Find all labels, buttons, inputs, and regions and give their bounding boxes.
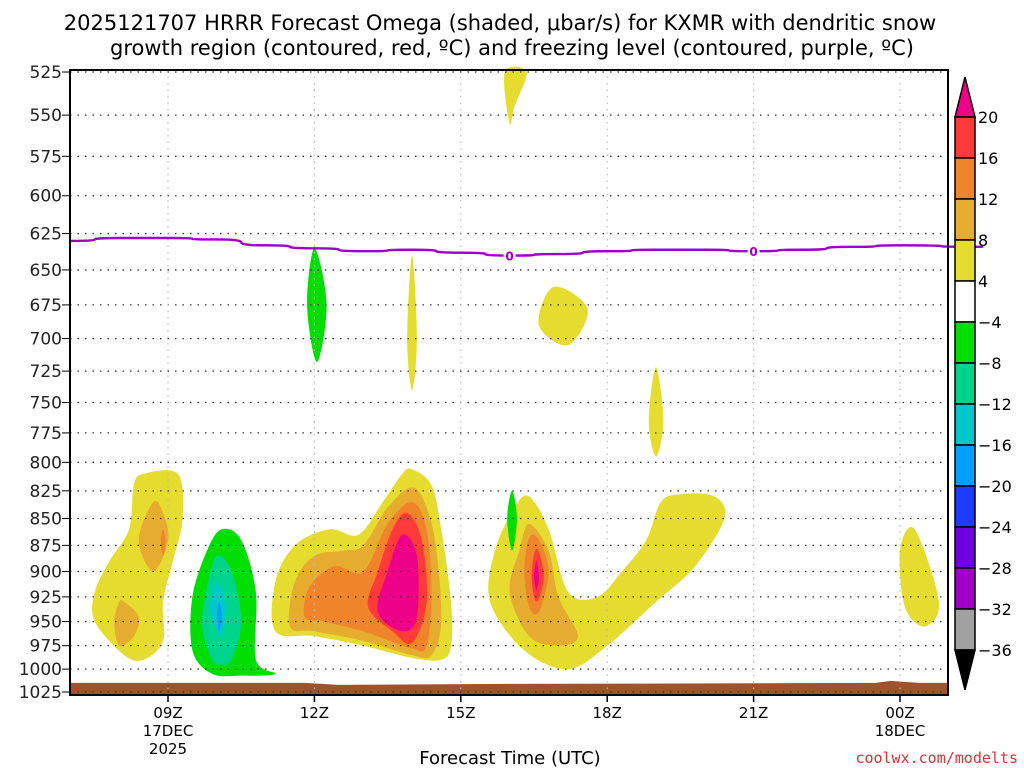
y-tick-label: 825 — [30, 482, 62, 502]
y-tick-label: 725 — [30, 362, 62, 382]
colorbar-label: 12 — [978, 190, 998, 209]
y-tick-label: 650 — [30, 261, 62, 281]
colorbar-swatch — [954, 444, 976, 487]
omega-region-neg4 — [507, 490, 517, 551]
omega-region-neg4 — [307, 248, 327, 363]
colorbar-label: −16 — [978, 436, 1012, 455]
ground-fill — [70, 680, 948, 695]
colorbar-swatch — [954, 526, 976, 569]
x-tick-label: 15Z — [446, 704, 475, 722]
omega-region-4 — [503, 66, 527, 125]
x-tick-label: 00Z — [885, 704, 914, 722]
chart-title-line-2: growth region (contoured, red, ºC) and f… — [110, 36, 914, 60]
colorbar-label: −8 — [978, 354, 1002, 373]
omega-shading — [91, 66, 940, 677]
x-tick-label: 2025 — [149, 740, 187, 758]
colorbar-swatch — [954, 403, 976, 446]
y-tick-label: 925 — [30, 588, 62, 608]
x-tick-label: 18DEC — [875, 722, 926, 740]
y-tick-label: 525 — [30, 63, 62, 83]
colorbar-swatch — [954, 239, 976, 282]
x-tick-label: 17DEC — [143, 722, 194, 740]
colorbar-label: −12 — [978, 395, 1012, 414]
grid-lines — [70, 70, 948, 695]
omega-region-8 — [114, 599, 140, 647]
omega-region-12 — [160, 529, 166, 556]
colorbar-label: −20 — [978, 477, 1012, 496]
omega-region-20 — [377, 534, 419, 632]
y-tick-label: 1000 — [19, 660, 62, 680]
y-tick-label: 575 — [30, 147, 62, 167]
y-tick-label: 950 — [30, 613, 62, 633]
colorbar: 20 16 12 8 4 −4 −8 −12 −16 −20 −24 −28 −32 −36 — [954, 76, 1012, 691]
colorbar-label: −28 — [978, 559, 1012, 578]
colorbar-label: 4 — [978, 272, 988, 291]
omega-region-4 — [899, 527, 940, 627]
colorbar-swatch — [954, 567, 976, 610]
y-tick-label: 700 — [30, 330, 62, 350]
colorbar-label: 16 — [978, 149, 998, 168]
chart-title-line-1: 2025121707 HRRR Forecast Omega (shaded, … — [64, 11, 936, 35]
colorbar-arrow-top — [954, 76, 976, 118]
colorbar-swatch — [954, 157, 976, 200]
y-tick-label: 875 — [30, 536, 62, 556]
y-tick-label: 975 — [30, 637, 62, 657]
omega-region-4 — [648, 367, 664, 457]
colorbar-swatch — [954, 116, 976, 159]
y-axis-ticks: 525 550 575 600 625 650 675 700 725 750 775 800 825 8… — [19, 63, 70, 703]
omega-region-20 — [534, 561, 539, 590]
colorbar-swatch — [954, 608, 976, 651]
y-tick-label: 625 — [30, 225, 62, 245]
plot-frame — [69, 69, 949, 696]
freezing-level-label: 0 — [749, 245, 757, 259]
x-tick-label: 12Z — [300, 704, 329, 722]
colorbar-label: 20 — [978, 108, 998, 127]
omega-region-4 — [538, 286, 588, 346]
colorbar-swatch — [954, 280, 976, 323]
y-tick-label: 750 — [30, 394, 62, 414]
y-tick-label: 675 — [30, 296, 62, 316]
colorbar-swatch — [954, 362, 976, 405]
colorbar-label: −36 — [978, 641, 1012, 660]
freezing-level-label: 0 — [505, 250, 513, 264]
colorbar-swatch — [954, 485, 976, 528]
y-tick-label: 775 — [30, 424, 62, 444]
colorbar-label: 8 — [978, 231, 988, 250]
omega-region-neg16 — [216, 601, 222, 632]
colorbar-label: −24 — [978, 518, 1012, 537]
y-tick-label: 550 — [30, 106, 62, 126]
colorbar-label: −32 — [978, 600, 1012, 619]
ground-terrain — [70, 680, 948, 695]
x-tick-label: 09Z — [153, 704, 182, 722]
y-tick-label: 600 — [30, 187, 62, 207]
y-tick-label: 900 — [30, 562, 62, 582]
colorbar-label: −4 — [978, 313, 1002, 332]
y-tick-label: 1025 — [19, 683, 62, 703]
colorbar-swatch — [954, 198, 976, 241]
freezing-label-bg — [747, 243, 760, 260]
credit-link[interactable]: coolwx.com/modelts — [855, 749, 1018, 767]
x-tick-label: 18Z — [593, 704, 622, 722]
colorbar-swatch — [954, 321, 976, 364]
freezing-label-bg — [503, 247, 516, 264]
x-tick-label: 21Z — [739, 704, 768, 722]
y-tick-label: 850 — [30, 510, 62, 530]
x-axis-label: Forecast Time (UTC) — [419, 748, 600, 768]
omega-region-4 — [407, 255, 417, 391]
colorbar-arrow-bottom — [954, 649, 976, 691]
y-tick-label: 800 — [30, 453, 62, 473]
